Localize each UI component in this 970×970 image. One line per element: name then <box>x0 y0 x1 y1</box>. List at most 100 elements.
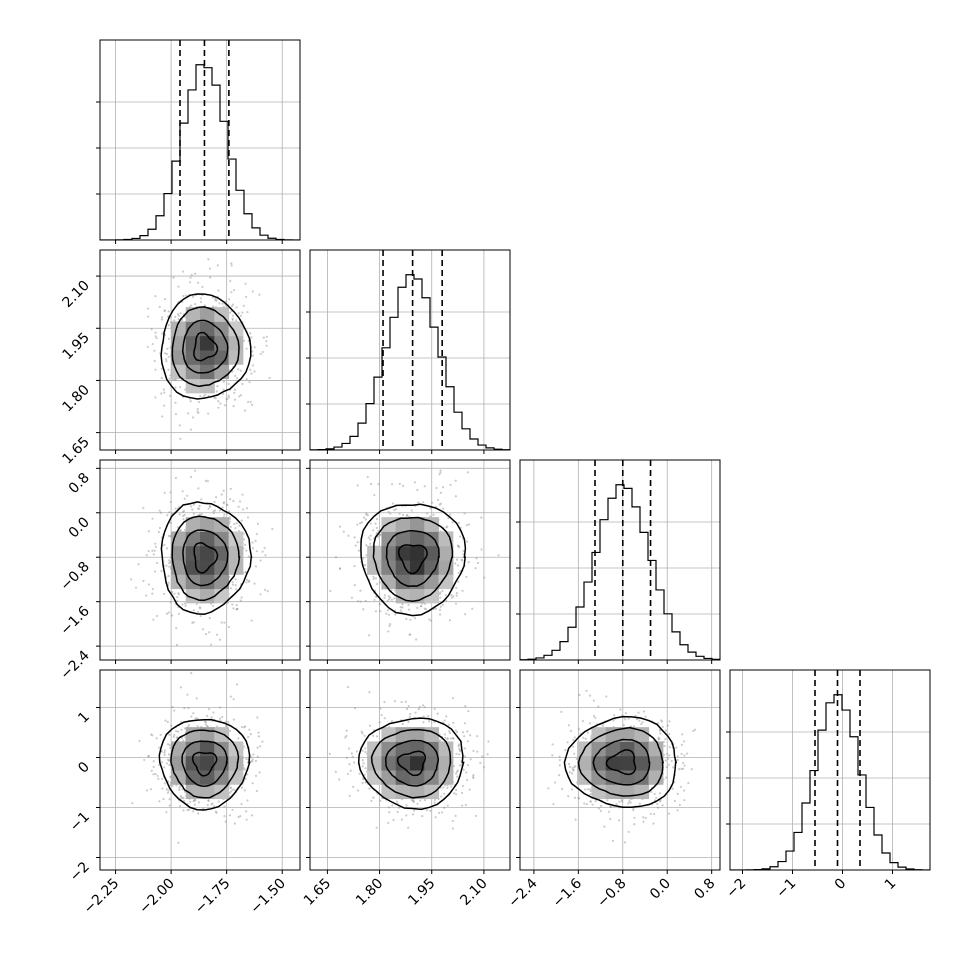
sample-point <box>130 578 133 581</box>
density-cell <box>591 770 607 785</box>
sample-point <box>439 502 442 505</box>
contour-line <box>577 726 665 797</box>
sample-point <box>369 482 373 486</box>
sample-point <box>369 542 372 545</box>
sample-point <box>168 377 171 380</box>
sample-point <box>190 672 193 675</box>
x-tick-label: −2.25 <box>81 876 123 918</box>
sample-point <box>423 602 427 606</box>
sample-point <box>216 385 219 388</box>
panel-content <box>310 670 510 870</box>
density-cell <box>200 364 215 380</box>
sample-point <box>570 788 574 791</box>
sample-point <box>228 298 231 301</box>
sample-point <box>229 487 232 490</box>
sample-point <box>241 311 244 314</box>
sample-point <box>206 724 209 728</box>
sample-point <box>170 590 173 593</box>
sample-point <box>393 509 396 512</box>
sample-point <box>155 737 158 740</box>
sample-point <box>387 595 390 598</box>
sample-point <box>461 804 464 807</box>
sample-point <box>186 809 189 812</box>
sample-point <box>378 533 382 536</box>
density-cell <box>214 364 230 380</box>
sample-point <box>482 766 486 769</box>
sample-point <box>161 787 164 790</box>
sample-point <box>411 813 415 816</box>
sample-point <box>361 781 364 785</box>
sample-point <box>183 528 187 532</box>
sample-point <box>226 504 229 507</box>
sample-point <box>391 804 394 807</box>
density-cell <box>171 364 187 380</box>
y-tick-label: 0.8 <box>66 470 93 497</box>
sample-point <box>154 331 157 334</box>
sample-point <box>458 753 461 756</box>
sample-point <box>229 525 232 528</box>
sample-point <box>635 718 639 721</box>
sample-point <box>666 752 669 755</box>
sample-point <box>247 580 250 583</box>
sample-point <box>373 493 376 497</box>
density-cell <box>185 727 201 742</box>
sample-point <box>263 588 267 591</box>
sample-point <box>239 599 242 602</box>
sample-point <box>423 705 426 709</box>
sample-point <box>226 398 229 401</box>
sample-point <box>420 605 423 608</box>
sample-point <box>627 717 630 720</box>
sample-point <box>374 522 377 525</box>
sample-point <box>429 809 432 813</box>
sample-point <box>151 587 154 591</box>
sample-point <box>353 761 356 764</box>
sample-point <box>577 728 581 731</box>
sample-point <box>231 788 234 791</box>
sample-point <box>623 841 627 844</box>
sample-point <box>179 312 182 315</box>
density-cell <box>395 545 411 561</box>
sample-point <box>436 712 439 715</box>
sample-point <box>176 730 180 733</box>
sample-point <box>152 553 155 556</box>
sample-point <box>364 747 367 750</box>
sample-point <box>168 565 171 568</box>
sample-point <box>150 769 153 772</box>
sample-point <box>160 376 163 380</box>
sample-point <box>353 565 356 568</box>
sample-point <box>369 534 372 537</box>
sample-point <box>671 787 674 790</box>
sample-point <box>209 505 212 508</box>
sample-point <box>245 810 248 813</box>
sample-point <box>680 767 683 771</box>
sample-point <box>413 809 416 812</box>
density-cell <box>200 588 215 604</box>
sample-point <box>230 262 233 265</box>
sample-point <box>429 507 432 510</box>
sample-point <box>394 613 397 616</box>
sample-point <box>383 700 386 704</box>
sample-point <box>573 796 576 799</box>
sample-point <box>460 791 464 795</box>
sample-point <box>589 788 592 791</box>
sample-point <box>585 803 588 806</box>
sample-point <box>167 534 170 537</box>
sample-point <box>611 839 615 843</box>
sample-point <box>179 529 182 532</box>
sample-point <box>627 802 630 805</box>
sample-point <box>228 520 231 523</box>
sample-point <box>346 772 350 776</box>
sample-point <box>175 627 178 630</box>
sample-point <box>237 312 240 315</box>
sample-point <box>410 798 413 802</box>
sample-point <box>673 799 677 803</box>
sample-point <box>463 722 466 725</box>
sample-point <box>642 816 645 819</box>
sample-point <box>676 792 679 796</box>
sample-point <box>657 736 660 739</box>
sample-point <box>142 506 145 510</box>
sample-point <box>472 749 475 753</box>
density-cell <box>381 517 397 532</box>
sample-point <box>215 390 218 393</box>
sample-point <box>407 720 410 724</box>
